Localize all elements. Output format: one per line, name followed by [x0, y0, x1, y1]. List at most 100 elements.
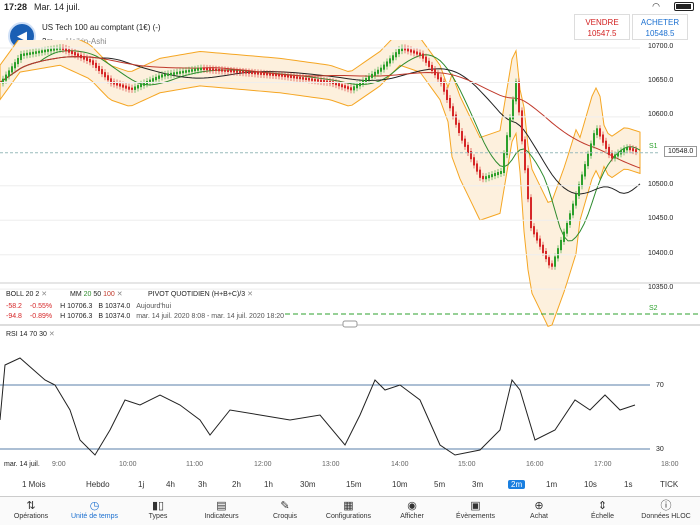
tool-échelle[interactable]: ⇕ Échelle — [572, 499, 634, 520]
timeframe-option[interactable]: 1h — [264, 480, 273, 489]
candle-body — [263, 72, 265, 76]
candle-body — [392, 55, 394, 61]
change-row-range: -94.8 -0.89% H 10706.3 B 10374.0 mar. 14… — [6, 313, 284, 320]
timeframe-option[interactable]: 10s — [584, 480, 597, 489]
candle-body — [524, 139, 526, 171]
candle-body — [575, 193, 577, 206]
timeframe-option[interactable]: TICK — [660, 480, 679, 489]
timeframe-option[interactable]: 1m — [546, 480, 558, 489]
price-tick: 10500.0 — [648, 181, 674, 188]
price-chart[interactable] — [0, 30, 700, 485]
candle-body — [197, 68, 199, 71]
candle-body — [161, 74, 163, 78]
candle-body — [560, 239, 562, 251]
tool-types[interactable]: ▮▯ Types — [127, 499, 189, 520]
candle-body — [2, 78, 4, 84]
candle-body — [239, 70, 241, 74]
pivot-formula: (H+B+C)/3 — [211, 291, 246, 298]
tool-évènements[interactable]: ▣ Évènements — [445, 499, 507, 520]
timeframe-option[interactable]: Hebdo — [86, 480, 110, 489]
rsi-legend[interactable]: RSI 14 70 30 ✕ — [6, 330, 55, 338]
boll-legend[interactable]: BOLL 20 2 ✕ — [6, 290, 47, 298]
close-icon[interactable]: ✕ — [116, 291, 123, 298]
candle-body — [173, 72, 175, 75]
boll-name: BOLL — [6, 291, 24, 298]
tool-unité-de-temps[interactable]: ◷ Unité de temps — [64, 499, 126, 520]
rsi-name: RSI — [6, 331, 18, 338]
sell-label: VENDRE — [585, 18, 619, 27]
sell-button[interactable]: VENDRE 10547.5 — [574, 14, 630, 40]
timeframe-option[interactable]: 2h — [232, 480, 241, 489]
candle-body — [629, 147, 631, 151]
mm-legend[interactable]: MM 20 50 100 ✕ — [70, 290, 123, 298]
candle-body — [200, 67, 202, 71]
price-tick: 10650.0 — [648, 77, 674, 84]
candle-body — [143, 82, 145, 86]
tool-croquis[interactable]: ✎ Croquis — [254, 499, 316, 520]
price-tick: 10450.0 — [648, 215, 674, 222]
status-date: Mar. 14 juil. — [34, 2, 81, 12]
candle-body — [440, 77, 442, 84]
tool-opérations[interactable]: ⇅ Opérations — [0, 499, 62, 520]
candle-body — [224, 69, 226, 72]
tool-achat[interactable]: ⊕ Achat — [508, 499, 570, 520]
candle-body — [104, 72, 106, 78]
candle-body — [602, 134, 604, 143]
candle-body — [446, 89, 448, 100]
candle-body — [344, 85, 346, 89]
tool-afficher[interactable]: ◉ Afficher — [381, 499, 443, 520]
timeframe-option[interactable]: 4h — [166, 480, 175, 489]
timeframe-option[interactable]: 2m — [508, 480, 526, 489]
candle-body — [149, 79, 151, 83]
candle-body — [347, 86, 349, 90]
candle-body — [623, 148, 625, 153]
candle-body — [371, 73, 373, 78]
tool-indicateurs[interactable]: ▤ Indicateurs — [191, 499, 253, 520]
candle-body — [251, 71, 253, 75]
tool-configurations[interactable]: ▦ Configurations — [318, 499, 380, 520]
tool-données-hloc[interactable]: ⓘ Données HLOC — [635, 499, 697, 520]
candle-body — [455, 114, 457, 125]
tool-label: Opérations — [13, 513, 49, 520]
candle-body — [494, 173, 496, 177]
timeframe-option[interactable]: 15m — [346, 480, 362, 489]
timeframe-option[interactable]: 3h — [198, 480, 207, 489]
price-tick: 10600.0 — [648, 111, 674, 118]
timeframe-option[interactable]: 3m — [472, 480, 484, 489]
close-icon[interactable]: ✕ — [41, 291, 48, 298]
buy-button[interactable]: ACHETER 10548.5 — [632, 14, 688, 40]
candle-body — [515, 81, 517, 102]
battery-icon — [674, 2, 694, 11]
close-icon[interactable]: ✕ — [247, 291, 253, 298]
candle-body — [41, 50, 43, 53]
pane-resize-handle[interactable] — [342, 320, 358, 328]
sort-arrows-icon: ⇅ — [26, 500, 36, 512]
chart-type-label[interactable]: Heikin-Ashi — [66, 37, 107, 46]
candle-body — [608, 146, 610, 156]
candle-body — [431, 64, 433, 72]
timeframe-option[interactable]: 1j — [138, 480, 145, 489]
timeframe-option[interactable]: 5m — [434, 480, 446, 489]
candle-body — [437, 73, 439, 80]
change-percent: -0.89% — [29, 313, 53, 320]
candle-body — [188, 69, 190, 73]
close-icon[interactable]: ✕ — [48, 331, 55, 338]
candle-body — [11, 66, 13, 73]
chart-area[interactable]: BOLL 20 2 ✕ MM 20 50 100 ✕ PIVOT QUOTIDI… — [0, 30, 700, 485]
candle-body — [605, 140, 607, 149]
candle-body — [581, 174, 583, 187]
timeframe-option[interactable]: 1 Mois — [22, 480, 46, 489]
timeframe-option[interactable]: 30m — [300, 480, 316, 489]
candle-body — [434, 69, 436, 76]
candle-body — [323, 80, 325, 83]
candle-body — [209, 68, 211, 71]
candle-body — [206, 67, 208, 71]
pivot-legend[interactable]: PIVOT QUOTIDIEN (H+B+C)/3 ✕ — [148, 290, 253, 298]
candle-body — [488, 175, 490, 179]
candle-body — [401, 47, 403, 52]
ma50-line — [0, 56, 641, 195]
timeframe-option[interactable]: 10m — [392, 480, 408, 489]
candle-body — [449, 97, 451, 109]
timeframe-option[interactable]: 1s — [624, 480, 633, 489]
scale-icon: ⇕ — [597, 500, 608, 512]
